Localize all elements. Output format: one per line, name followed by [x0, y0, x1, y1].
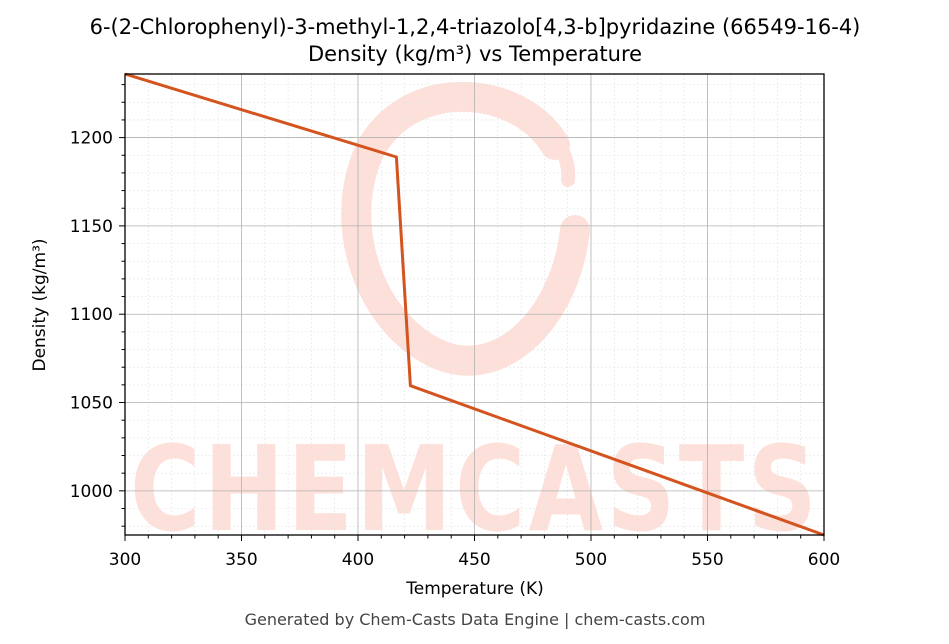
y-tick-label: 1050 — [70, 394, 113, 414]
y-axis-label: Density (kg/m³) — [30, 238, 50, 371]
y-tick-label: 1100 — [70, 305, 113, 325]
x-tick-label: 600 — [808, 550, 840, 570]
series-line-group — [124, 72, 825, 537]
y-tick-label: 1000 — [70, 482, 113, 502]
footer-text: Generated by Chem-Casts Data Engine | ch… — [245, 610, 706, 629]
x-tick-label: 300 — [109, 550, 141, 570]
x-axis-label: Temperature (K) — [405, 579, 544, 599]
y-tick-label: 1150 — [70, 217, 113, 237]
x-tick-label: 500 — [575, 550, 607, 570]
x-tick-label: 450 — [458, 550, 490, 570]
ticks: 300 350 400 450 500 550 600 1000 1050 1100 1150 120… — [70, 84, 840, 570]
x-tick-label: 350 — [225, 550, 257, 570]
chart-subtitle: Density (kg/m³) vs Temperature — [308, 42, 642, 66]
y-tick-label: 1200 — [70, 129, 113, 149]
watermark: CHEMCASTS — [130, 81, 816, 558]
chart-title: 6-(2-Chlorophenyl)-3-methyl-1,2,4-triazo… — [90, 15, 861, 39]
watermark-swirl-icon — [341, 81, 590, 376]
grid — [124, 74, 825, 535]
x-tick-label: 550 — [691, 550, 723, 570]
x-tick-label: 400 — [342, 550, 374, 570]
series-line — [124, 72, 825, 537]
